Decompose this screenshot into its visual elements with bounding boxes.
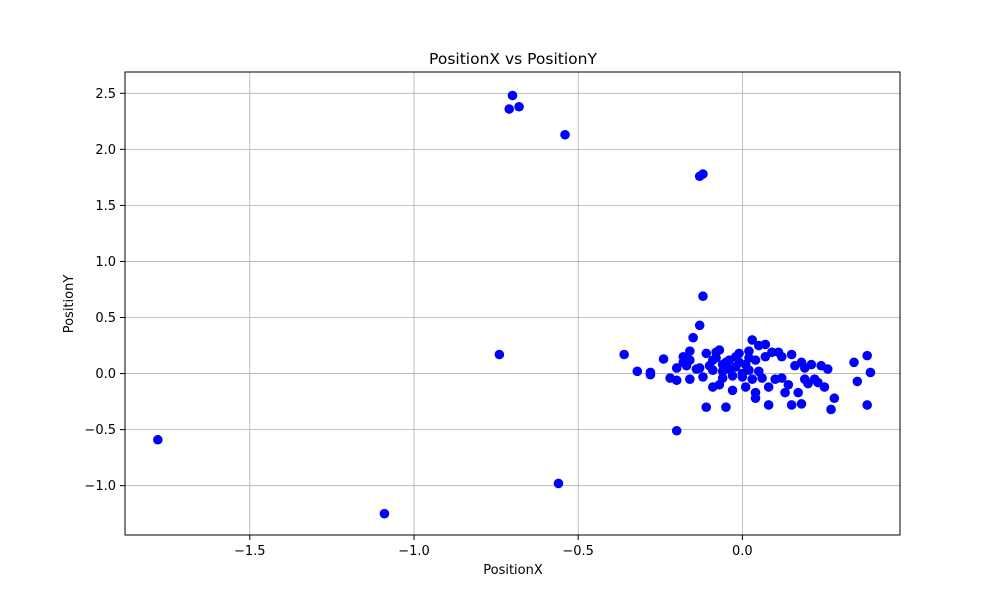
data-point [750,393,761,404]
data-point [379,508,390,519]
data-point [619,349,629,360]
data-point [698,291,708,302]
plot-area-frame [124,71,901,536]
chart-title: PositionX vs PositionY [429,50,597,68]
data-point [514,101,524,112]
data-point [671,363,682,373]
data-point [507,90,518,101]
data-point [763,400,774,410]
x-tick-label: −1.0 [398,544,430,559]
data-point [645,367,656,378]
data-point [767,347,777,358]
y-tick-label: 0.5 [95,311,116,326]
x-tick-label: −0.5 [562,544,594,559]
data-point [744,346,754,356]
y-tick-label: 2.0 [95,143,116,158]
data-point [688,332,698,343]
data-point [153,434,163,445]
data-point [829,393,840,404]
data-point [685,346,695,356]
data-point [694,320,705,331]
data-point [760,339,771,350]
data-point [747,374,758,384]
data-point [744,365,754,376]
data-point [776,373,787,383]
data-point [727,385,738,396]
data-point [714,345,725,355]
data-point [783,379,794,390]
data-point [708,365,718,376]
data-point [822,364,833,374]
data-point [819,382,830,392]
data-point [747,335,758,345]
data-point [632,366,643,377]
data-point [698,372,708,382]
data-point [721,402,731,412]
data-point [658,354,669,364]
y-axis-ticks: −1.0 −0.5 0.0 0.5 1.0 1.5 2.0 2.5 [84,87,125,494]
data-point [671,375,682,386]
data-point [494,349,505,360]
data-point [711,353,721,363]
data-point [727,371,738,381]
grid [125,72,900,535]
data-point [698,169,708,179]
x-tick-label: −1.5 [234,544,266,559]
data-points [153,90,876,519]
y-axis-label: PositionY [62,275,77,334]
data-point [740,382,751,392]
data-point [793,387,803,398]
data-point [826,404,836,415]
x-axis-label: PositionX [483,563,543,578]
data-point [806,359,817,370]
y-tick-label: 0.0 [95,367,116,382]
data-point [786,349,797,360]
data-point [694,363,705,373]
data-point [862,350,872,361]
data-point [780,387,790,398]
data-point [849,357,859,368]
y-tick-label: 1.0 [95,255,116,270]
x-tick-label: 0.0 [732,544,753,559]
data-point [504,104,515,114]
data-point [685,374,695,384]
data-point [757,373,767,383]
data-point [796,399,807,409]
x-axis-ticks: −1.5 −1.0 −0.5 0.0 [234,535,753,559]
y-tick-label: −0.5 [84,423,116,438]
data-point [763,382,774,392]
data-point [750,355,761,365]
data-point [701,348,712,359]
data-point [786,400,797,410]
data-point [734,348,744,359]
data-point [701,402,712,412]
y-tick-label: −1.0 [84,479,116,494]
data-point [862,400,872,410]
y-tick-label: 2.5 [95,87,116,102]
data-point [560,129,570,140]
data-point [865,367,876,378]
data-point [852,376,863,387]
data-point [717,373,728,383]
data-point [671,425,682,436]
data-point [737,372,748,382]
data-point [553,478,564,489]
data-point [685,355,695,365]
data-point [776,351,787,362]
y-tick-label: 1.5 [95,199,116,214]
